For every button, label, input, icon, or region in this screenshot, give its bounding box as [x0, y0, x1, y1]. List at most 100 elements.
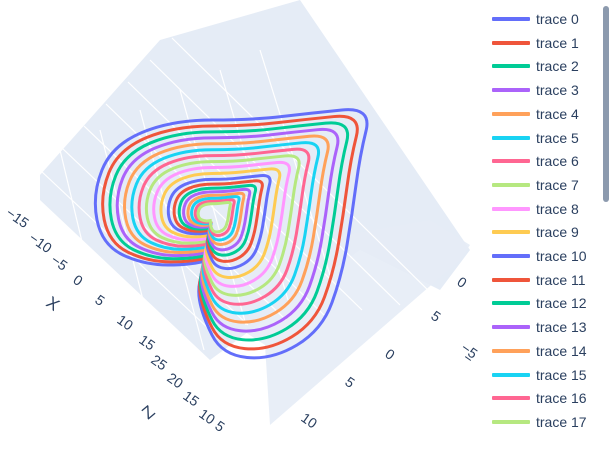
legend-swatch — [492, 135, 530, 140]
legend-item-trace-6[interactable]: trace 6 — [484, 150, 579, 172]
gridline — [59, 149, 121, 401]
legend-label: trace 0 — [536, 11, 579, 27]
y-tick-label: 0 — [454, 273, 470, 291]
y-tick-label: 5 — [342, 373, 358, 391]
legend-item-trace-15[interactable]: trace 15 — [484, 364, 587, 386]
legend-swatch — [492, 230, 530, 235]
trace-group — [93, 108, 369, 360]
z-tick-label: 15 — [180, 387, 202, 409]
legend-label: trace 5 — [536, 129, 579, 146]
legend-item-trace-12[interactable]: trace 12 — [484, 292, 587, 314]
legend-item-trace-9[interactable]: trace 9 — [484, 221, 579, 243]
legend-swatch — [492, 325, 530, 330]
legend-swatch — [492, 88, 530, 93]
series-line-trace-17[interactable] — [196, 200, 232, 234]
legend-item-trace-7[interactable]: trace 7 — [484, 174, 579, 196]
legend-label: trace 2 — [536, 58, 579, 75]
legend-item-trace-8[interactable]: trace 8 — [484, 198, 579, 220]
legend-label: trace 16 — [536, 390, 587, 407]
series-line-trace-9[interactable] — [159, 167, 282, 279]
legend-item-trace-17[interactable]: trace 17 — [484, 411, 587, 433]
legend-label: trace 13 — [536, 319, 587, 336]
series-line-trace-3[interactable] — [115, 127, 340, 333]
gridline — [149, 59, 401, 306]
y-tick-label: 10 — [298, 409, 320, 431]
legend-item-trace-4[interactable]: trace 4 — [484, 103, 579, 125]
legend-label: trace 14 — [536, 342, 587, 359]
series-line-trace-16[interactable] — [193, 198, 236, 238]
x-tick-label: −15 — [3, 204, 32, 231]
series-line-trace-8[interactable] — [152, 160, 291, 288]
legend-label: trace 9 — [536, 224, 579, 241]
series-line-trace-7[interactable] — [144, 154, 301, 297]
legend-item-trace-1[interactable]: trace 1 — [484, 32, 579, 54]
series-line-trace-11[interactable] — [172, 179, 264, 263]
gridline — [171, 37, 439, 301]
x-tick-label: 0 — [70, 271, 86, 289]
legend-swatch — [492, 254, 530, 258]
legend-item-trace-5[interactable]: trace 5 — [484, 127, 579, 149]
legend-swatch — [492, 159, 530, 164]
legend-swatch — [492, 396, 530, 401]
y-tick-label: 0 — [382, 345, 398, 363]
series-line-trace-15[interactable] — [190, 195, 241, 242]
legend-label: trace 6 — [536, 153, 579, 170]
legend-label: trace 7 — [536, 176, 579, 193]
legend-item-trace-3[interactable]: trace 3 — [484, 79, 579, 101]
series-line-trace-12[interactable] — [177, 183, 258, 257]
z-tick-label: 25 — [148, 351, 170, 373]
legend-item-trace-10[interactable]: trace 10 — [484, 245, 587, 267]
series-line-trace-1[interactable] — [101, 114, 359, 351]
legend-label: trace 8 — [536, 200, 579, 217]
x-tick-label: 10 — [114, 311, 136, 333]
gridline — [259, 49, 331, 276]
legend-item-trace-14[interactable]: trace 14 — [484, 340, 587, 362]
x-tick-label: −10 — [26, 229, 55, 256]
legend-label: trace 10 — [536, 248, 587, 264]
y-tick-label: −5 — [458, 339, 480, 361]
legend-item-trace-13[interactable]: trace 13 — [484, 316, 587, 338]
legend-swatch — [492, 64, 530, 69]
legend-scrollbar[interactable] — [603, 6, 609, 202]
series-line-trace-2[interactable] — [108, 121, 350, 342]
legend-item-trace-11[interactable]: trace 11 — [484, 269, 586, 291]
series-line-trace-13[interactable] — [182, 187, 252, 252]
legend-label: trace 1 — [536, 34, 579, 51]
series-line-trace-5[interactable] — [130, 141, 321, 315]
legend-swatch — [492, 40, 530, 45]
legend-label: trace 12 — [536, 295, 587, 312]
legend-label: trace 15 — [536, 366, 587, 383]
legend-label: trace 17 — [536, 413, 587, 430]
series-line-trace-0[interactable] — [93, 108, 369, 360]
legend-label: trace 4 — [536, 105, 579, 122]
y-tick-label: 5 — [428, 307, 444, 325]
x-axis-title: X — [43, 293, 63, 315]
legend-swatch — [492, 111, 530, 116]
legend-swatch — [492, 277, 530, 282]
legend-item-trace-16[interactable]: trace 16 — [484, 387, 587, 409]
z-tick-label: 10 — [196, 405, 218, 427]
legend-swatch — [492, 206, 530, 211]
legend-label: trace 11 — [536, 271, 586, 288]
legend: trace 0 trace 1 trace 2 trace 3 trace 4 trace… — [484, 6, 602, 446]
legend-label: trace 3 — [536, 82, 579, 99]
legend-swatch — [492, 348, 530, 353]
x-tick-label: 15 — [136, 331, 158, 353]
legend-item-trace-2[interactable]: trace 2 — [484, 55, 579, 77]
z-tick-label: 20 — [164, 369, 186, 391]
legend-item-trace-0[interactable]: trace 0 — [484, 8, 579, 30]
series-line-trace-6[interactable] — [137, 147, 311, 306]
legend-swatch — [492, 419, 530, 424]
legend-swatch — [492, 17, 530, 21]
series-line-trace-4[interactable] — [123, 134, 330, 324]
series-line-trace-10[interactable] — [166, 174, 272, 271]
legend-swatch — [492, 182, 530, 187]
z-tick-label: 5 — [212, 417, 228, 435]
x-tick-label: −5 — [48, 251, 70, 273]
legend-swatch — [492, 372, 530, 377]
series-line-trace-14[interactable] — [186, 191, 246, 246]
legend-swatch — [492, 301, 530, 306]
z-axis-title: Z — [138, 402, 158, 423]
